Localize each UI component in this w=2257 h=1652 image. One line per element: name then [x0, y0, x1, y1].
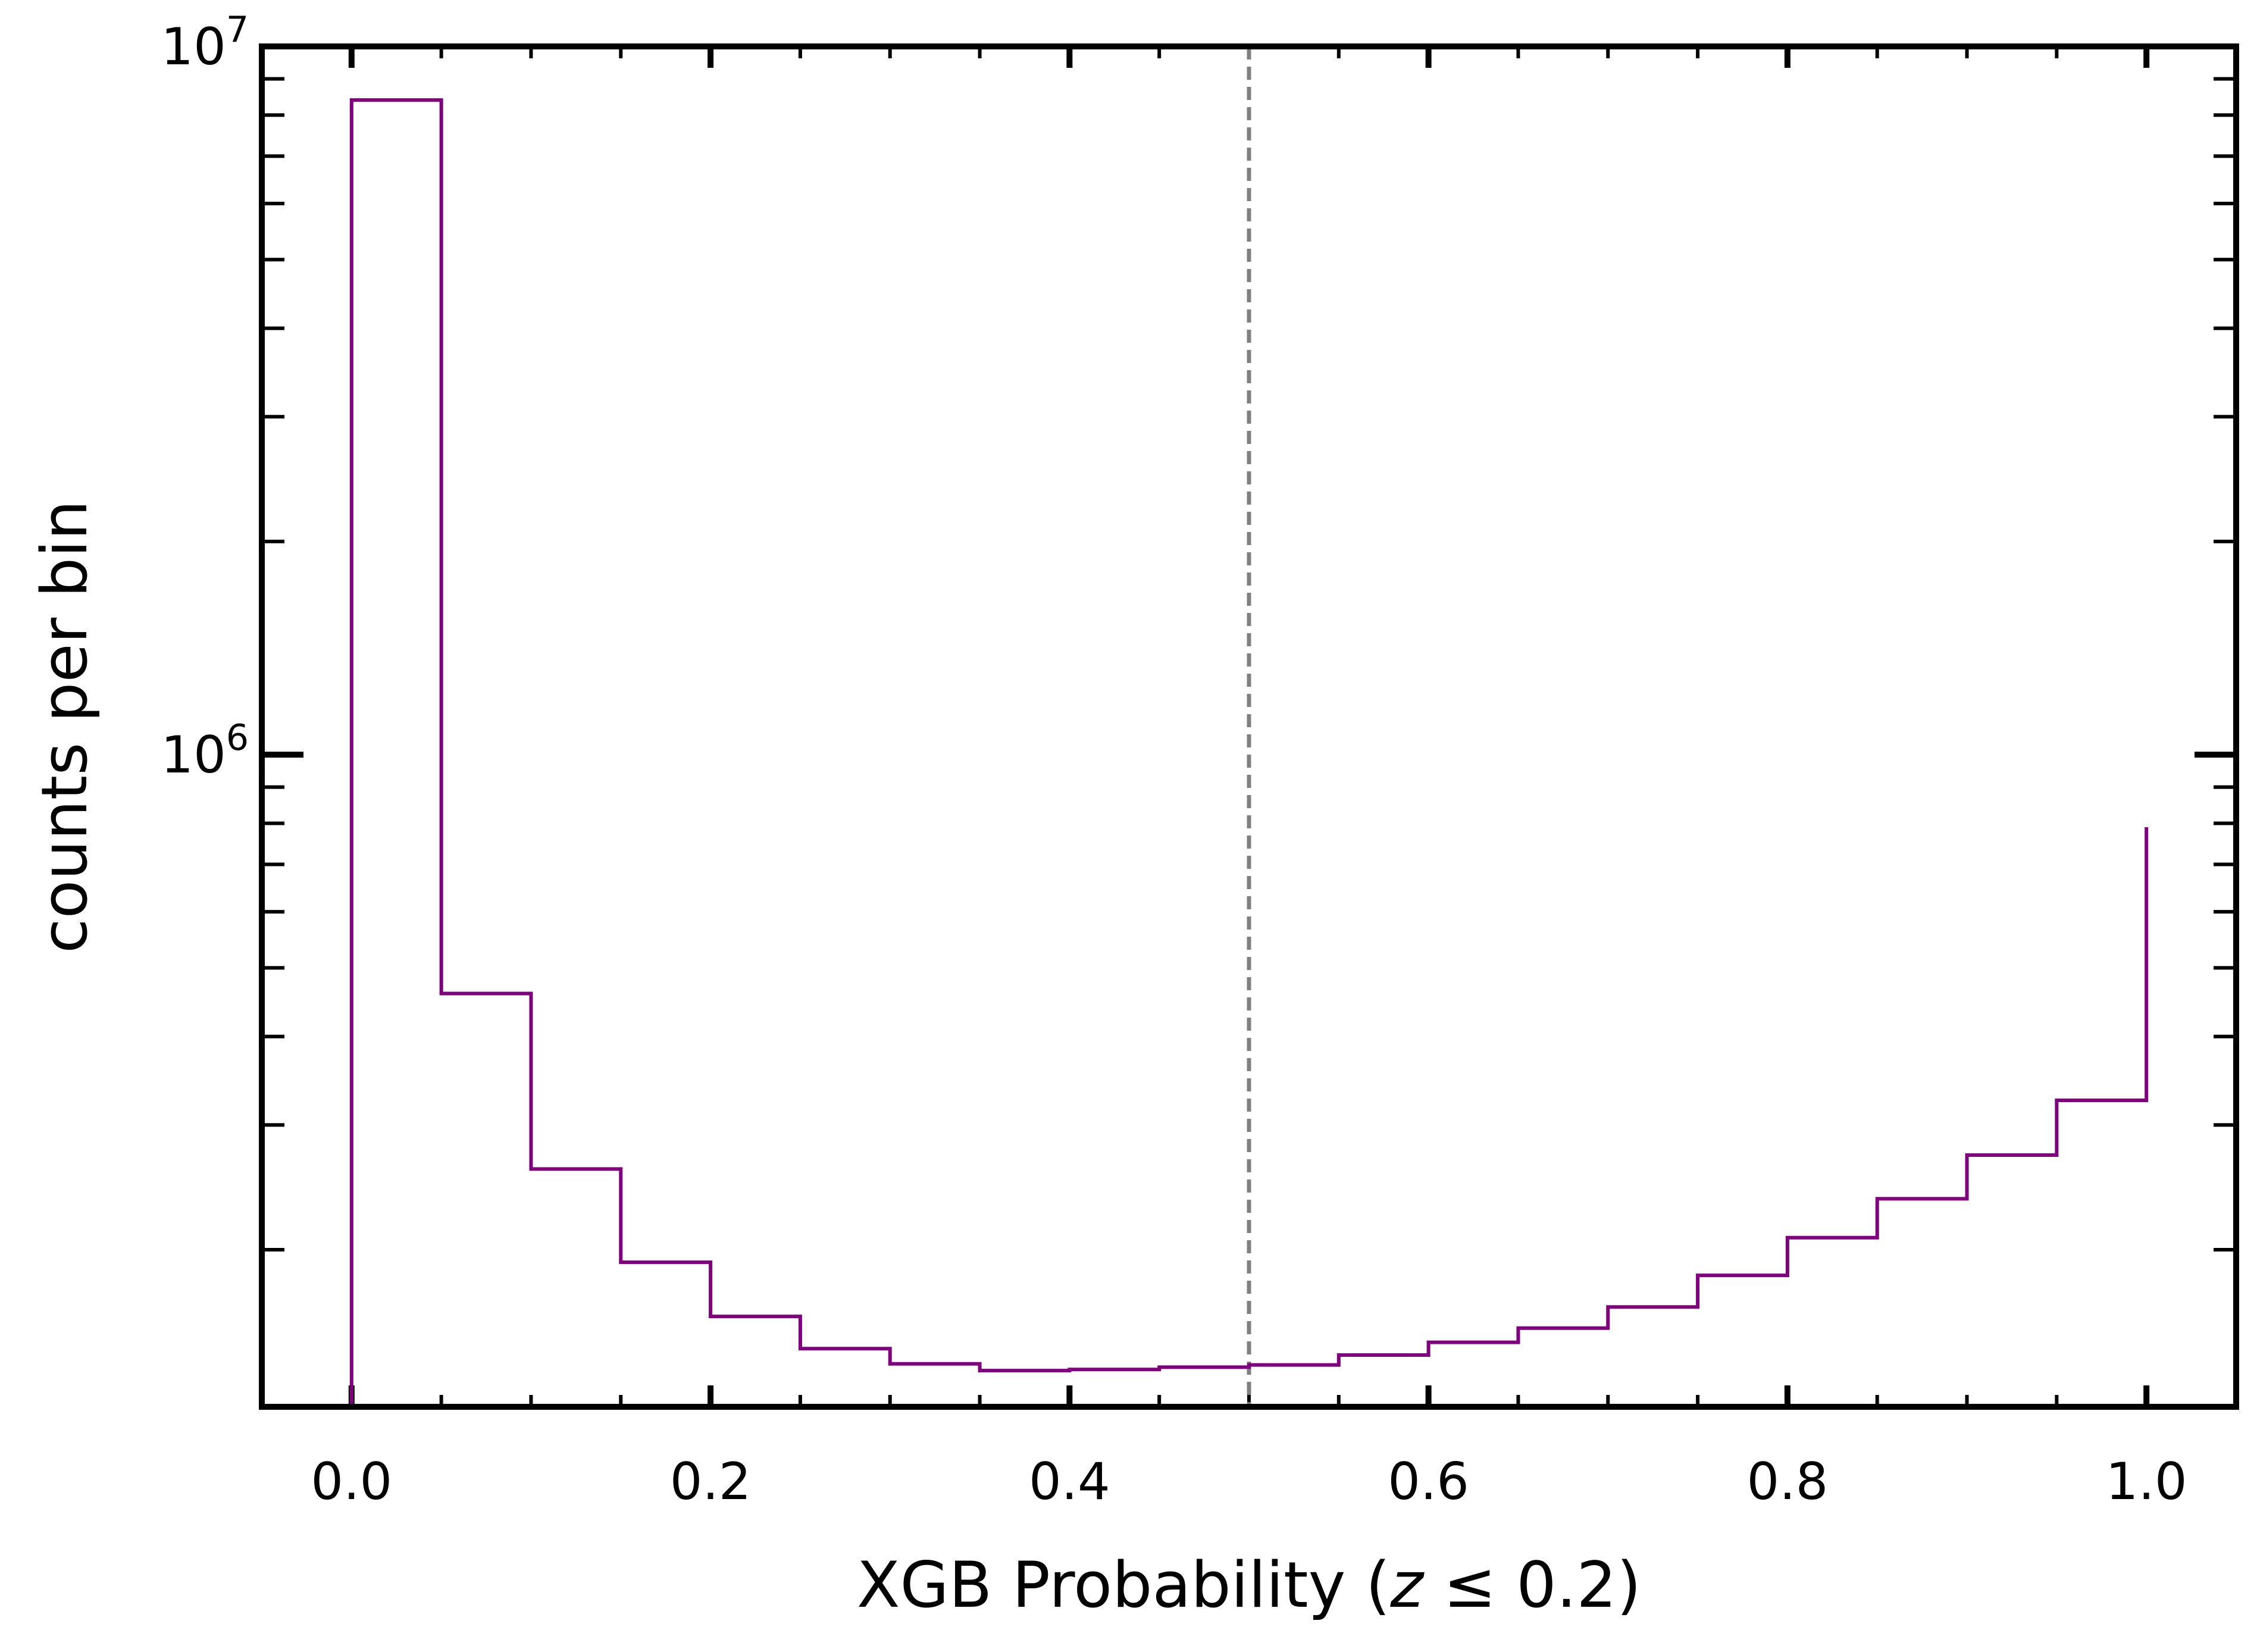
x-axis-label-prefix: XGB Probability (	[857, 1548, 1391, 1622]
x-tick-label: 0.6	[1388, 1452, 1469, 1512]
x-axis-label-variable: z	[1389, 1548, 1425, 1622]
x-tick-labels: 0.0 0.2 0.4 0.6 0.8 1.0	[311, 1452, 2187, 1512]
y-minor-ticks	[262, 77, 2236, 1251]
x-axis-label-suffix: ≤ 0.2)	[1423, 1548, 1641, 1622]
x-tick-label: 0.0	[311, 1452, 392, 1512]
y-tick-exponent: 6	[226, 717, 249, 759]
y-tick-exponent: 7	[226, 9, 249, 51]
x-tick-label: 0.4	[1029, 1452, 1110, 1512]
x-tick-label: 0.8	[1747, 1452, 1829, 1512]
histogram-step-line	[349, 98, 2149, 1407]
x-axis-label: XGB Probability (z ≤ 0.2)	[857, 1548, 1641, 1622]
y-tick-base: 10	[161, 17, 226, 77]
y-tick-label: 107	[161, 9, 249, 77]
x-tick-label: 1.0	[2106, 1452, 2187, 1512]
y-tick-label: 106	[161, 717, 249, 785]
y-axis-label: counts per bin	[28, 500, 101, 953]
x-tick-label: 0.2	[670, 1452, 752, 1512]
y-tick-base: 10	[161, 725, 226, 785]
plot-frame	[259, 43, 2239, 1410]
